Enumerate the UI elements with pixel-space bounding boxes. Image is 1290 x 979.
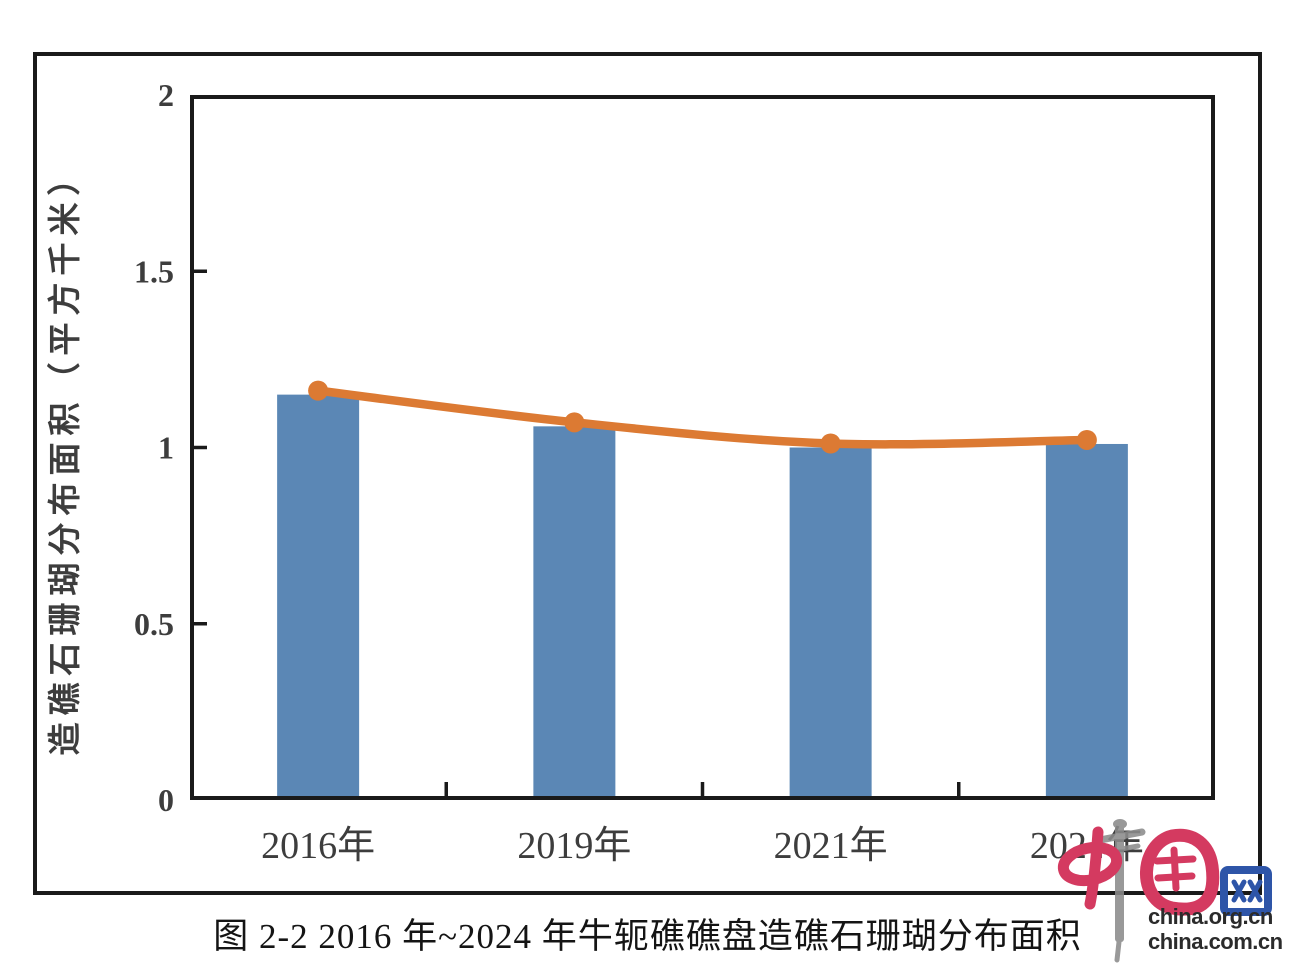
china-net-logo-icon	[1057, 819, 1272, 963]
y-tick-label: 0	[158, 782, 174, 818]
line-series	[313, 386, 1092, 449]
line-marker-2024年	[1076, 429, 1097, 450]
y-tick-label: 1	[158, 430, 174, 466]
y-tick-label: 1.5	[134, 253, 174, 289]
y-tick-label: 2	[158, 77, 174, 113]
watermark-domains: china.org.cn china.com.cn	[1148, 904, 1283, 954]
line-marker-2021年	[820, 433, 841, 454]
bar-2019年	[533, 426, 616, 800]
figure-caption: 图 2-2 2016 年~2024 年牛轭礁礁盘造礁石珊瑚分布面积	[213, 917, 1082, 956]
pillar-icon	[1096, 819, 1146, 963]
x-label-2016年: 2016年	[261, 825, 375, 867]
line-marker-2019年	[564, 412, 585, 433]
x-label-2019年: 2019年	[517, 825, 631, 867]
watermark-domain-com: china.com.cn	[1148, 929, 1283, 954]
x-label-2021年: 2021年	[774, 825, 888, 867]
bar-2021年	[789, 447, 872, 800]
bar-2016年	[277, 394, 360, 800]
watermark-domain-org: china.org.cn	[1148, 904, 1273, 929]
y-tick-label: 0.5	[134, 606, 174, 642]
figure-border	[33, 52, 1262, 895]
y-axis-title: 造礁石珊瑚分布面积（平方千米）	[46, 156, 84, 756]
zhongguo-calligraphy-icon	[1057, 826, 1220, 916]
line-marker-2016年	[308, 380, 329, 401]
wang-glyph-icon	[1220, 866, 1272, 916]
watermark: china.org.cn china.com.cn	[1052, 812, 1283, 972]
bar-2024年	[1045, 443, 1128, 800]
